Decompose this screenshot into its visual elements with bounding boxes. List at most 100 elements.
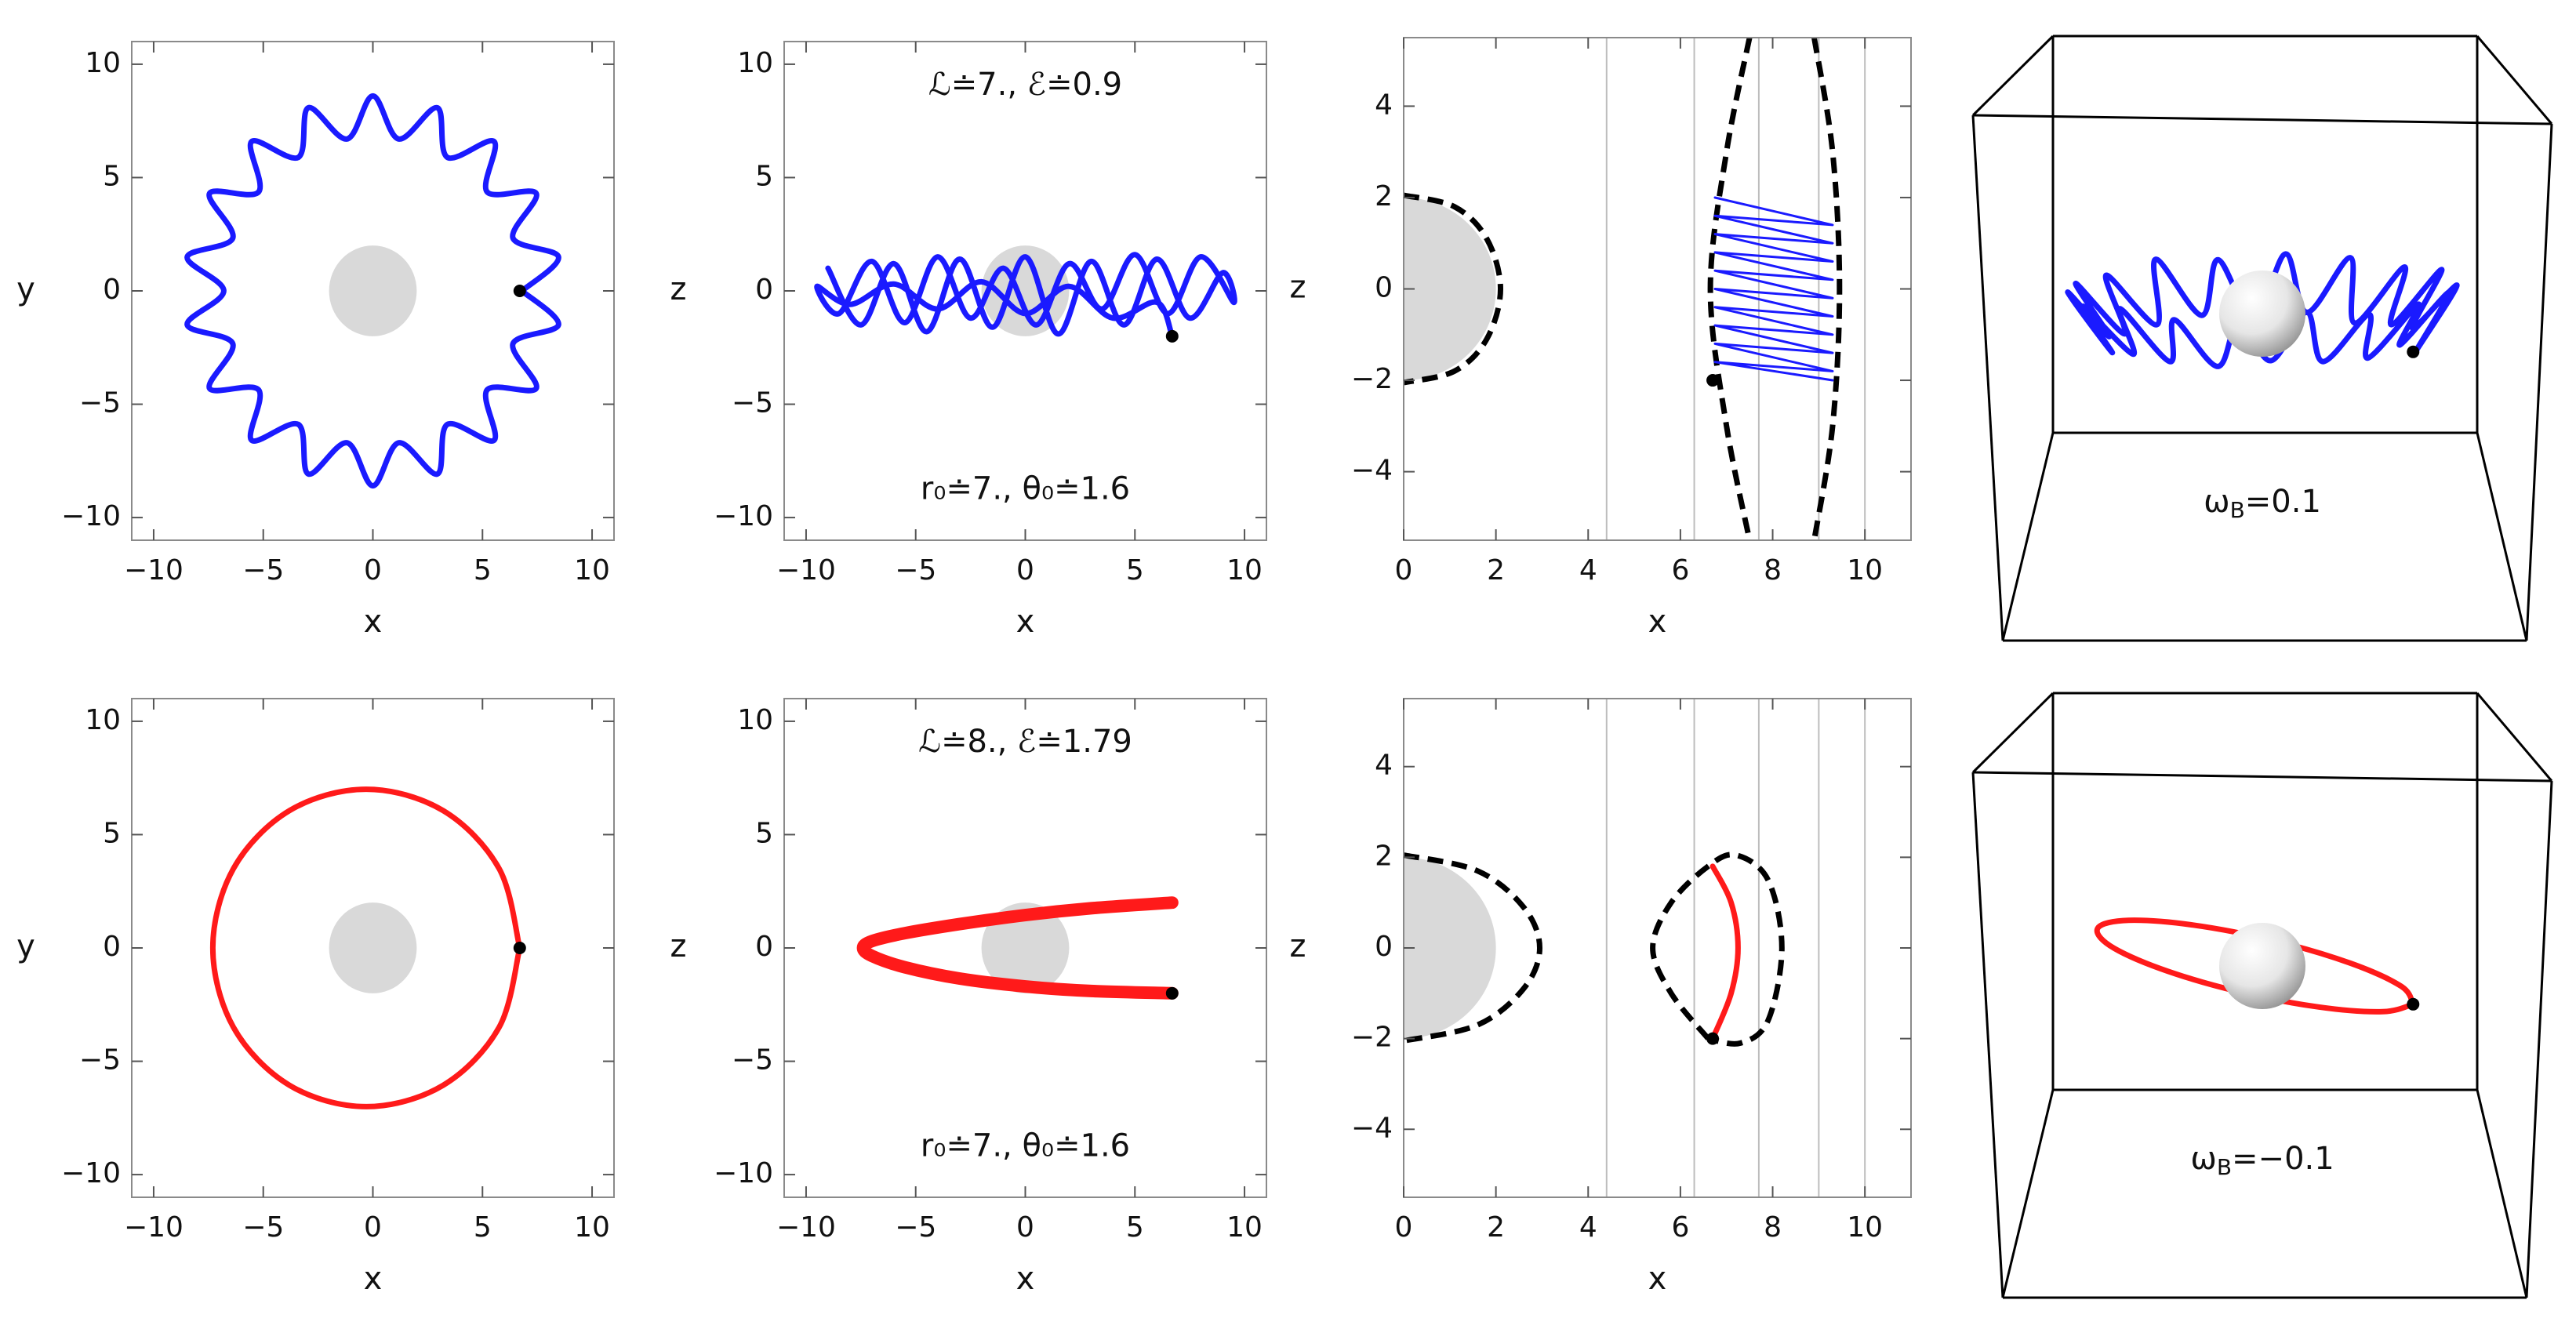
y-tick-label: 4 <box>1375 750 1393 782</box>
x-tick-label: 4 <box>1579 554 1597 586</box>
omega-symbol: ω <box>2204 484 2230 520</box>
plot-area <box>184 93 561 489</box>
x-axis-label: x <box>364 1261 383 1297</box>
y-tick-label: −2 <box>1351 363 1393 395</box>
y-tick-label: −10 <box>714 1157 773 1189</box>
x-axis-label: x <box>1648 1261 1667 1297</box>
central-body <box>329 245 417 336</box>
start-point <box>1706 374 1720 387</box>
central-body <box>981 902 1070 993</box>
trajectory <box>1713 196 1834 382</box>
y-tick-label: −5 <box>732 1044 773 1077</box>
x-tick-label: 4 <box>1579 1211 1597 1244</box>
x-tick-label: 10 <box>1226 554 1263 586</box>
trajectory <box>184 93 561 489</box>
x-tick-label: 0 <box>1016 1211 1034 1244</box>
trajectory <box>1709 863 1741 1042</box>
start-point <box>1165 986 1179 1000</box>
panel: −10 −5 0 5 10 −10 −5 0 5 10 x y <box>16 41 615 640</box>
x-tick-label: 6 <box>1671 554 1689 586</box>
x-tick-label: 0 <box>1395 1211 1413 1244</box>
plot-area <box>1404 38 1866 540</box>
trajectory <box>2065 251 2460 369</box>
box-edge <box>2001 1089 2055 1298</box>
panel: −10 −5 0 5 10 −10 −5 0 5 10 x z ℒ≐8., ℰ≐1.79 r₀≐7., θ… <box>670 698 1267 1297</box>
x-tick-label: 2 <box>1487 554 1505 586</box>
y-axis-label: z <box>670 271 687 307</box>
trajectory <box>2094 917 2416 1015</box>
y-tick-label: 10 <box>85 47 121 79</box>
x-tick-label: 6 <box>1671 1211 1689 1244</box>
central-body <box>1404 197 1496 381</box>
y-tick-label: 5 <box>103 160 121 192</box>
y-axis-label: z <box>1290 928 1306 964</box>
y-tick-label: −5 <box>732 387 773 419</box>
y-tick-label: 10 <box>737 47 773 79</box>
plot-area <box>856 896 1179 1000</box>
y-tick-label: −5 <box>79 387 121 419</box>
boundary-curve <box>1707 38 1753 540</box>
y-tick-label: −10 <box>61 1157 121 1189</box>
omega-symbol: ω <box>2190 1141 2217 1177</box>
box-edge <box>2476 692 2553 782</box>
omega-label: ωB=−0.1 <box>2190 1141 2334 1180</box>
x-tick-label: 8 <box>1764 1211 1782 1244</box>
box-edge <box>2001 432 2055 641</box>
x-axis-label: x <box>364 604 383 640</box>
panel: 0 2 4 6 8 10 −4 −2 0 2 4 x z <box>1290 37 1912 640</box>
x-tick-label: 0 <box>1016 554 1034 586</box>
x-axis-label: x <box>1016 604 1035 640</box>
x-tick-label: 5 <box>1126 554 1144 586</box>
boundary-curve <box>1404 192 1504 386</box>
box-edge <box>2476 35 2553 125</box>
box-edge <box>2476 1089 2528 1298</box>
x-tick-label: −5 <box>242 554 284 586</box>
annotation: ℒ≐7., ℰ≐0.9 <box>928 67 1122 103</box>
panel-3d: ωB=−0.1 <box>1971 692 2553 1299</box>
y-axis-label: y <box>16 928 35 964</box>
plot-area <box>814 245 1237 343</box>
omega-label: ωB=0.1 <box>2204 484 2321 523</box>
x-tick-label: 10 <box>574 554 610 586</box>
start-point <box>513 285 526 297</box>
x-tick-label: 0 <box>1395 554 1413 586</box>
start-point <box>1165 329 1179 343</box>
annotation: r₀≐7., θ₀≐1.6 <box>921 470 1130 507</box>
x-tick-label: −10 <box>776 1211 836 1244</box>
y-tick-label: 2 <box>1375 840 1393 872</box>
panel: −10 −5 0 5 10 −10 −5 0 5 10 x z ℒ≐7., ℰ≐0.9 r₀≐7., θ₀… <box>670 41 1267 640</box>
y-tick-label: 4 <box>1375 89 1393 121</box>
box-edge <box>2525 123 2553 641</box>
x-tick-label: 10 <box>1847 1211 1883 1244</box>
y-tick-label: 0 <box>755 931 773 963</box>
x-tick-label: 5 <box>474 554 492 586</box>
y-tick-label: 5 <box>755 817 773 849</box>
y-tick-label: 10 <box>737 704 773 736</box>
box-edge <box>1972 771 2552 783</box>
y-tick-label: 5 <box>755 160 773 192</box>
y-tick-label: −5 <box>79 1044 121 1077</box>
y-axis-label: y <box>16 271 35 307</box>
x-tick-label: −5 <box>895 554 936 586</box>
y-tick-label: 10 <box>85 704 121 736</box>
x-tick-label: 8 <box>1764 554 1782 586</box>
box-edge <box>1971 692 2055 774</box>
panel-3d: ωB=0.1 <box>1971 34 2553 642</box>
y-tick-label: 0 <box>755 274 773 306</box>
y-axis-label: z <box>1290 270 1306 306</box>
y-tick-label: −10 <box>61 500 121 532</box>
omega-value: =−0.1 <box>2232 1141 2334 1177</box>
y-tick-label: 0 <box>1375 272 1393 304</box>
central-body <box>1404 857 1496 1039</box>
start-point <box>513 942 526 954</box>
box-edge <box>2525 780 2553 1298</box>
panel: 0 2 4 6 8 10 −4 −2 0 2 4 x z <box>1290 698 1912 1297</box>
x-tick-label: 0 <box>364 554 382 586</box>
start-point <box>2407 345 2420 358</box>
x-tick-label: −10 <box>124 1211 183 1244</box>
start-point <box>1706 1032 1720 1045</box>
omega-subscript: B <box>2230 497 2245 523</box>
y-tick-label: 5 <box>103 817 121 849</box>
boundary-curve <box>1650 852 1785 1047</box>
panel: −10 −5 0 5 10 −10 −5 0 5 10 x y <box>16 698 615 1297</box>
